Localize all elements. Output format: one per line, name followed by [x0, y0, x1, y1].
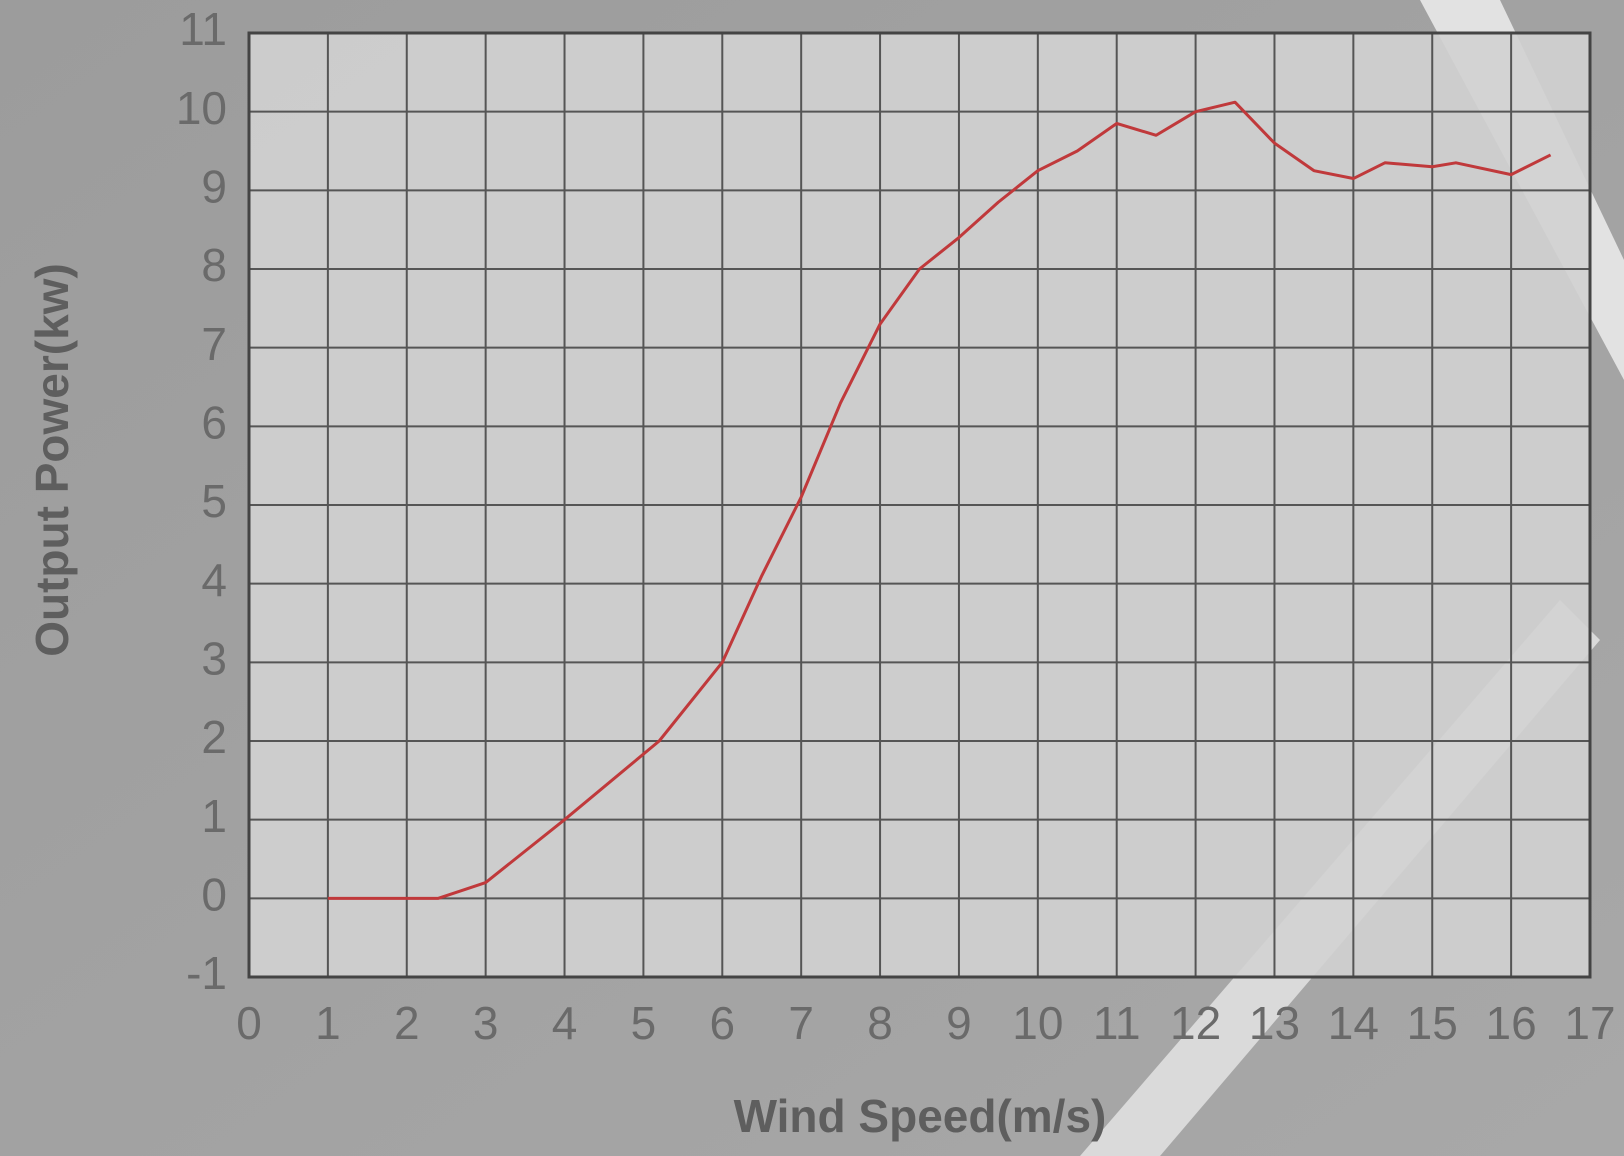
x-axis-label: Wind Speed(m/s) [734, 1090, 1107, 1142]
line-series [327, 100, 1552, 900]
y-tick-label: 0 [201, 868, 227, 920]
x-tick-label: 7 [788, 997, 814, 1049]
x-tick-label: 14 [1328, 997, 1379, 1049]
x-tick-label: 9 [946, 997, 972, 1049]
x-tick-label: 12 [1170, 997, 1221, 1049]
y-tick-label: 10 [176, 82, 227, 134]
y-tick-label: 6 [201, 396, 227, 448]
y-tick-label: 3 [201, 632, 227, 684]
y-tick-label: 7 [201, 318, 227, 370]
x-tick-label: 15 [1407, 997, 1458, 1049]
y-tick-label: 4 [201, 554, 227, 606]
y-tick-label: 5 [201, 475, 227, 527]
x-tick-label: 17 [1564, 997, 1615, 1049]
x-tick-label: 0 [236, 997, 262, 1049]
y-tick-label: 8 [201, 239, 227, 291]
y-tick-label: 11 [179, 3, 227, 55]
x-tick-label: 8 [867, 997, 893, 1049]
x-tick-label: 5 [631, 997, 657, 1049]
y-tick-label: 1 [201, 790, 227, 842]
y-tick-label: -1 [186, 947, 227, 999]
x-tick-label: 4 [552, 997, 578, 1049]
x-tick-label: 11 [1093, 997, 1141, 1049]
y-axis-label: Output Power(kw) [26, 263, 78, 657]
y-tick-label: 2 [201, 711, 227, 763]
x-tick-label: 1 [315, 997, 341, 1049]
x-tick-label: 13 [1249, 997, 1300, 1049]
x-tick-label: 10 [1012, 997, 1063, 1049]
x-tick-label: 6 [709, 997, 735, 1049]
x-tick-label: 3 [473, 997, 499, 1049]
x-tick-label: 2 [394, 997, 420, 1049]
x-tick-label: 16 [1486, 997, 1537, 1049]
y-tick-label: 9 [201, 160, 227, 212]
plot-border [247, 31, 1592, 979]
